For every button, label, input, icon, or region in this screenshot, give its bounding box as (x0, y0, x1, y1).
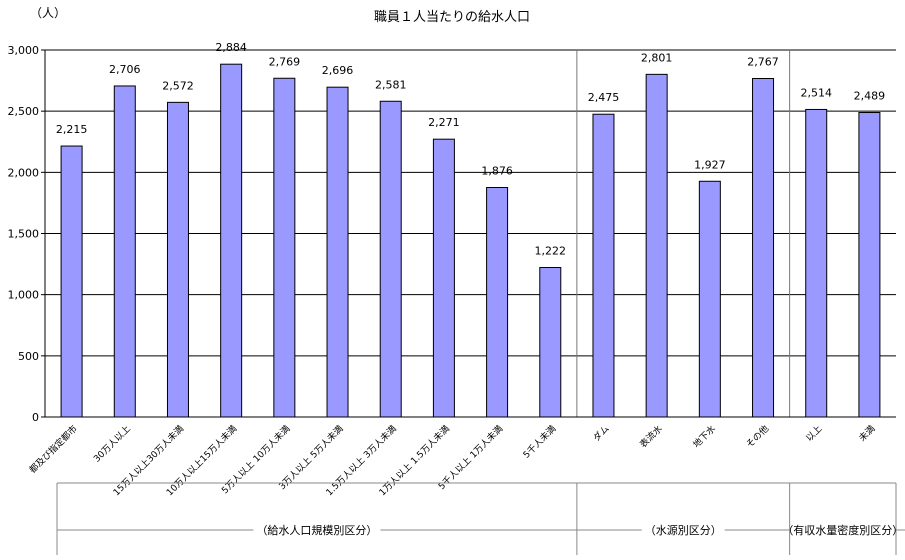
x-tick-label: 都及び指定都市 (27, 423, 80, 476)
y-tick-label: 1,000 (8, 289, 40, 302)
data-label: 2,696 (322, 64, 354, 77)
x-tick-label: 表流水 (637, 423, 665, 451)
bar (220, 63, 243, 418)
data-label: 2,706 (109, 63, 141, 76)
data-label: 2,489 (854, 90, 886, 103)
y-tick-label: 2,000 (8, 166, 40, 179)
chart-title: 職員１人当たりの給水人口 (374, 10, 530, 25)
bar (645, 73, 668, 418)
x-tick-label: 未満 (856, 423, 877, 444)
y-axis-unit: （人） (30, 6, 66, 20)
bar (805, 108, 828, 418)
data-label: 2,215 (56, 123, 88, 136)
y-tick-label: 2,500 (8, 105, 40, 118)
data-label: 2,271 (428, 116, 460, 129)
bar-series (60, 63, 881, 418)
data-label: 2,581 (375, 78, 407, 91)
data-label: 2,884 (215, 41, 247, 54)
group-label: （給水人口規模別区分） (256, 523, 377, 537)
data-label: 2,767 (747, 56, 779, 69)
bar (379, 100, 402, 418)
bar (539, 267, 562, 418)
bar (432, 138, 455, 418)
y-tick-label: 0 (32, 411, 39, 424)
x-axis: 都及び指定都市 30万人以上15万人以上30万人未満10万人以上15万人未満5万人… (27, 416, 896, 498)
group-label: （水源別区分） (645, 523, 722, 537)
bar (698, 180, 721, 418)
data-label: 2,801 (641, 51, 673, 64)
x-tick-label: 5千人未満 (520, 423, 558, 461)
x-tick-label: 以上 (804, 423, 825, 444)
data-label: 2,769 (269, 55, 301, 68)
data-label: 2,514 (800, 86, 832, 99)
data-label: 1,222 (535, 245, 567, 258)
data-label: 1,876 (481, 165, 513, 178)
bar (326, 86, 349, 418)
bar (752, 78, 775, 418)
x-tick-label: 30万人以上 (92, 423, 133, 464)
bar (113, 85, 136, 418)
group-box: （給水人口規模別区分） （水源別区分） （有収水量密度別区分） (56, 482, 905, 555)
bar (486, 187, 509, 418)
bar (166, 101, 189, 418)
group-label: （有収水量密度別区分） (782, 523, 903, 537)
bar (60, 145, 83, 418)
data-label: 1,927 (694, 158, 726, 171)
y-tick-label: 1,500 (8, 228, 40, 241)
data-label: 2,572 (162, 79, 194, 92)
y-tick-label: 3,000 (8, 44, 40, 57)
x-tick-label: その他 (744, 423, 772, 451)
bar (592, 113, 615, 418)
y-tick-label: 500 (18, 350, 39, 363)
data-label: 2,475 (588, 91, 620, 104)
bar (858, 112, 881, 418)
y-axis: 0 500 1,000 1,500 2,000 2,500 3,000 (8, 44, 46, 424)
data-labels: 2,215 2,706 2,572 2,884 2,769 2,696 2,581 2,271… (56, 41, 885, 257)
x-tick-label: ダム (590, 423, 611, 444)
bar (273, 77, 296, 418)
x-tick-label: 地下水 (690, 423, 718, 451)
